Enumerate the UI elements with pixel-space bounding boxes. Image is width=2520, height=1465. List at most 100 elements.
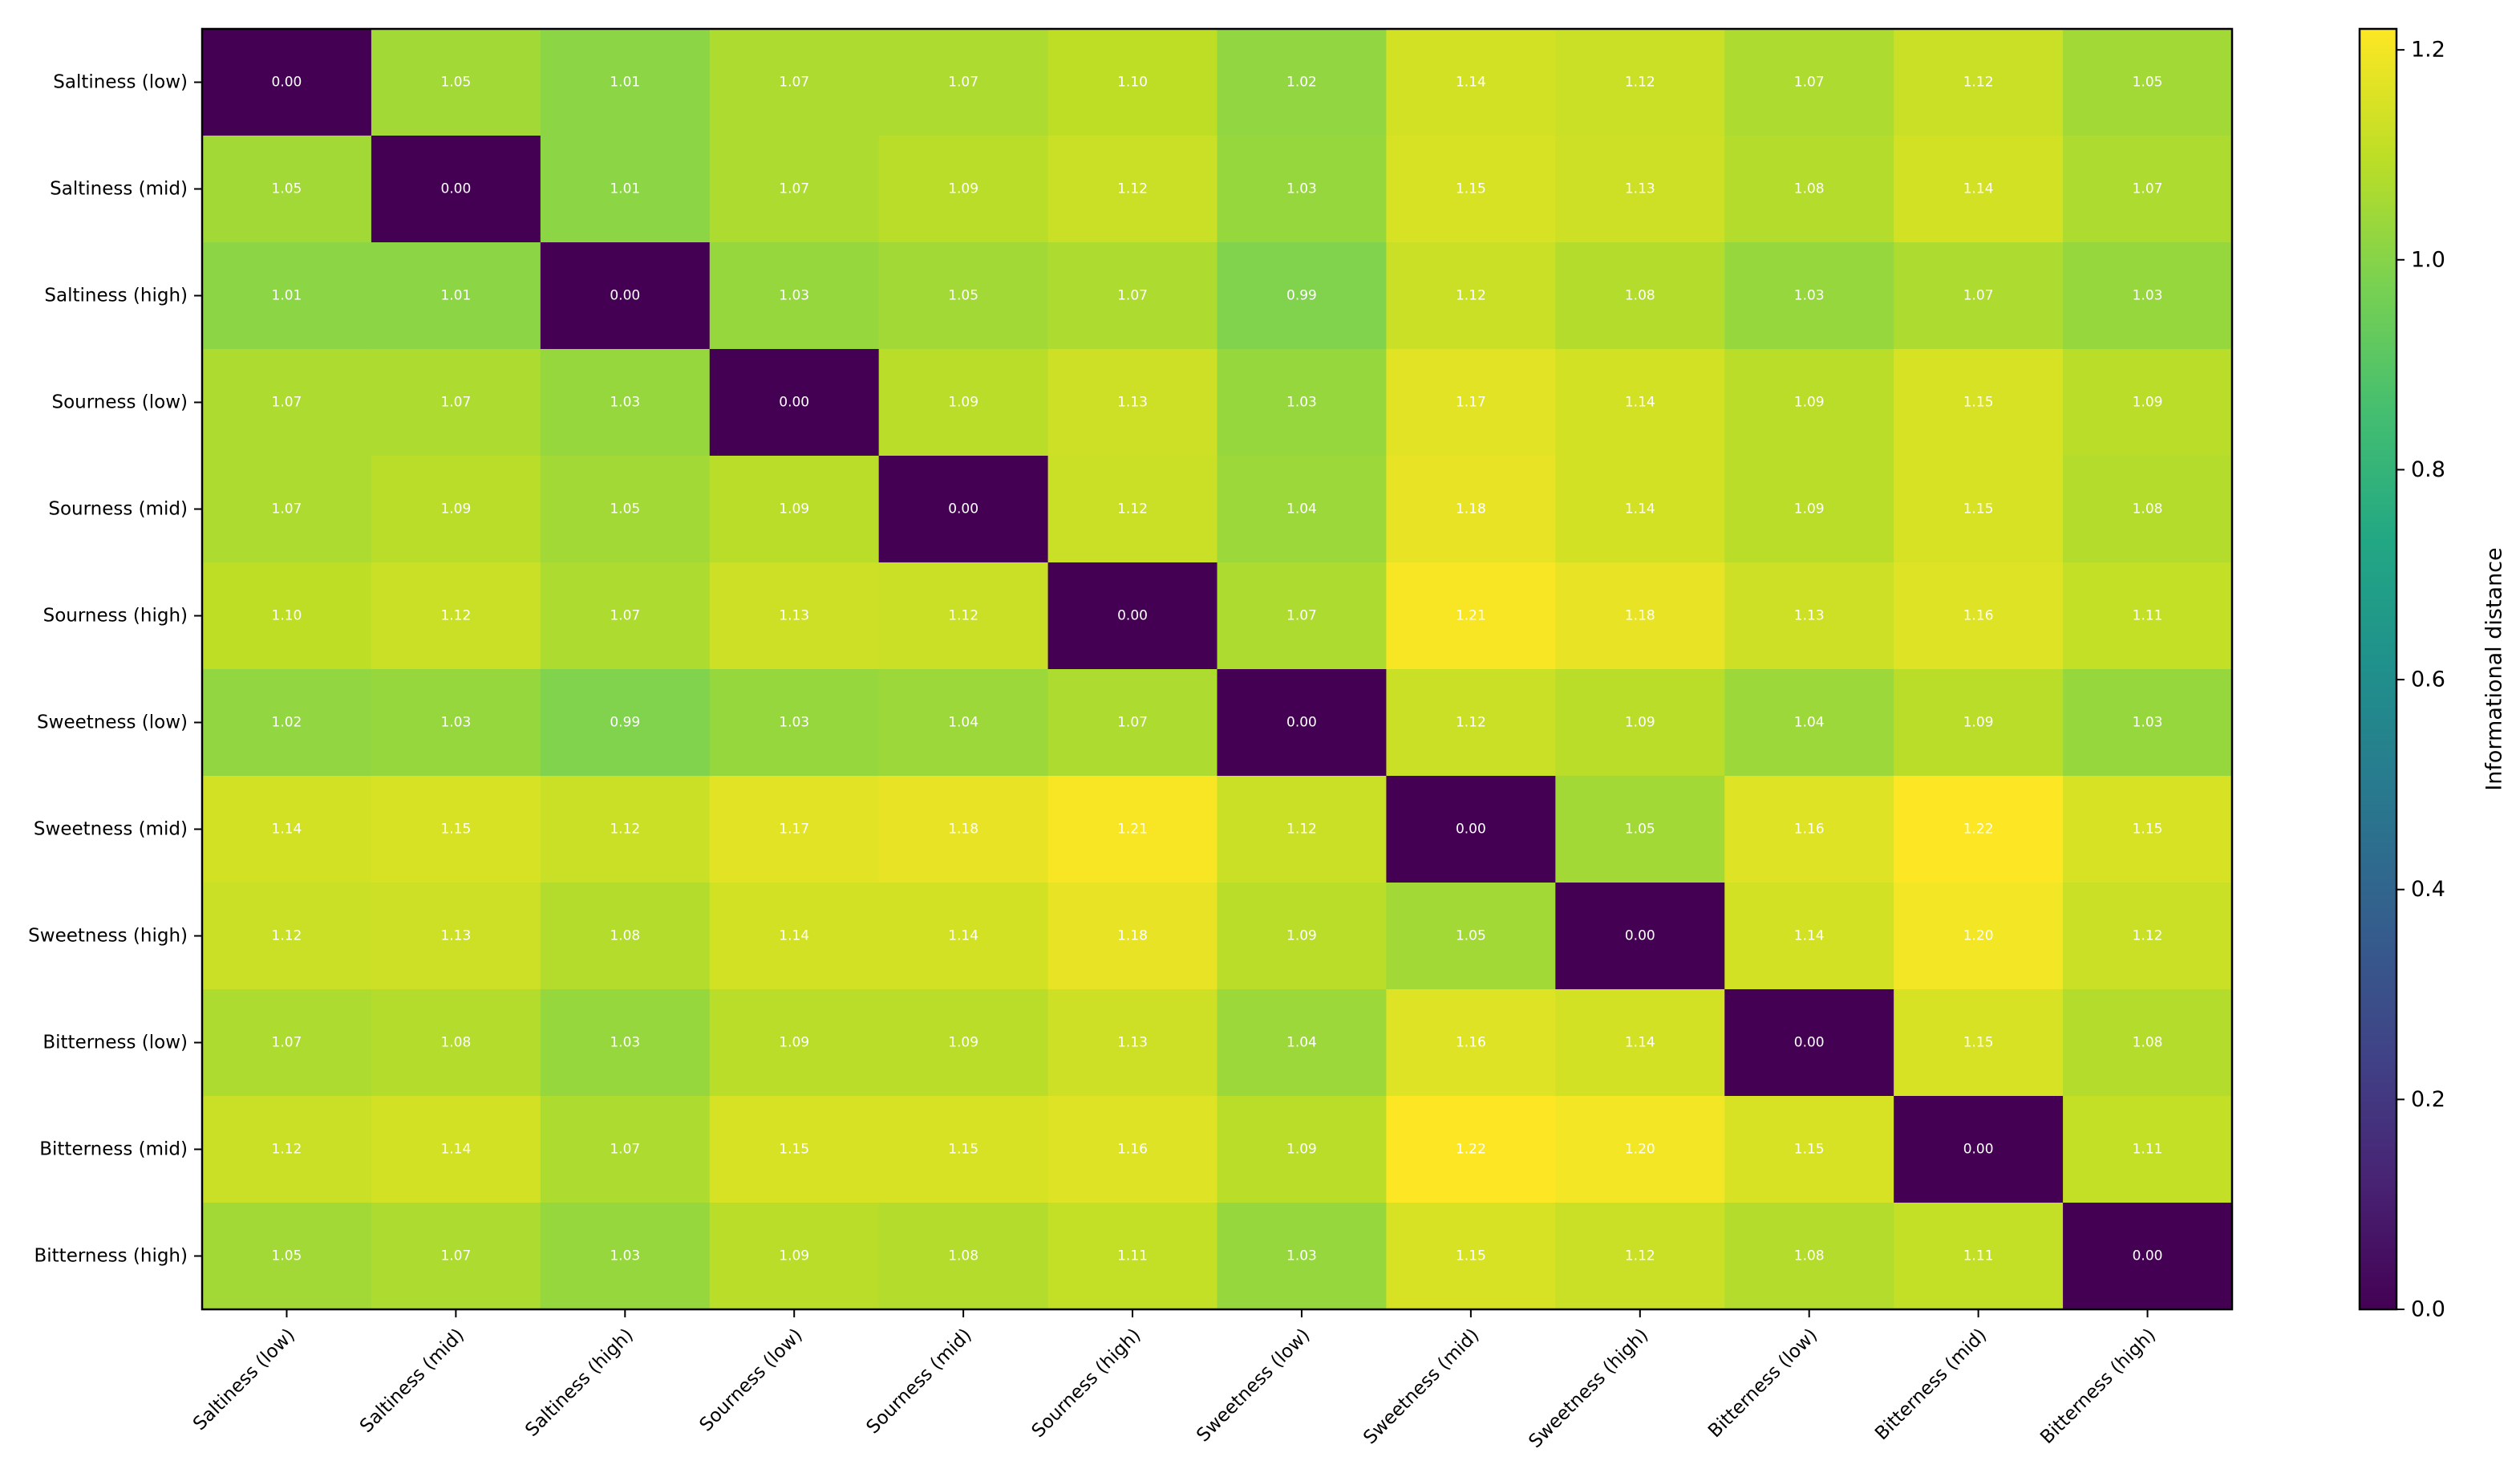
- heatmap-cell: [1555, 562, 1725, 670]
- heatmap-cell: [2063, 242, 2233, 350]
- cell-value-label: 1.12: [1456, 288, 1486, 304]
- x-tick-label: Sourness (mid): [863, 1325, 976, 1438]
- cell-value-label: 1.12: [1286, 822, 1317, 838]
- cell-value-label: 1.07: [2133, 181, 2163, 197]
- cell-value-label: 1.12: [1117, 501, 1148, 517]
- cell-value-label: 1.07: [272, 1035, 302, 1051]
- cell-value-label: 1.09: [948, 1035, 978, 1051]
- heatmap-cell: [1047, 136, 1218, 243]
- cell-value-label: 1.05: [2133, 75, 2163, 91]
- cell-value-label: 1.13: [1794, 608, 1825, 624]
- y-tick-label: Sourness (low): [51, 392, 188, 413]
- heatmap-cell: [1894, 883, 2064, 990]
- cell-value-label: 1.15: [1963, 395, 1994, 411]
- colorbar: 0.0 0.2 0.4 0.6 0.8 1.0 1.2 Informational dist…: [2358, 27, 2507, 1322]
- heatmap-cell: [2063, 456, 2233, 563]
- cell-value-label: 0.00: [1117, 608, 1148, 624]
- cell-value-label: 1.09: [779, 1035, 809, 1051]
- cell-value-label: 0.00: [1456, 822, 1486, 838]
- cell-value-label: 1.12: [272, 928, 302, 944]
- heatmap-cell: [709, 136, 880, 243]
- heatmap-cell: [1047, 1203, 1218, 1310]
- cell-value-label: 1.09: [2133, 395, 2163, 411]
- heatmap-cell: [709, 669, 880, 777]
- heatmap-cell: [1894, 562, 2064, 670]
- heatmap-cell: [371, 989, 541, 1097]
- cell-value-label: 1.12: [1963, 75, 1994, 91]
- heatmap-cell: [540, 1096, 711, 1203]
- cell-value-label: 1.07: [779, 181, 809, 197]
- cell-value-label: 1.14: [272, 822, 302, 838]
- heatmap-cell: [1724, 883, 1894, 990]
- heatmap-cell: [878, 1203, 1049, 1310]
- heatmap-cell: [1386, 1096, 1556, 1203]
- cell-value-label: 1.15: [2133, 822, 2163, 838]
- heatmap-cell: [1386, 883, 1556, 990]
- cell-value-label: 1.09: [948, 181, 978, 197]
- cell-value-label: 1.18: [1117, 928, 1148, 944]
- cell-value-label: 1.14: [779, 928, 809, 944]
- heatmap-cell: [1555, 989, 1725, 1097]
- heatmap-cell: [878, 562, 1049, 670]
- cell-value-label: 1.13: [1117, 395, 1148, 411]
- cell-value-label: 1.03: [2133, 288, 2163, 304]
- heatmap-cell: [2063, 1203, 2233, 1310]
- y-tick-label: Saltiness (high): [44, 286, 188, 306]
- heatmap-cell: [2063, 136, 2233, 243]
- heatmap-cell: [540, 136, 711, 243]
- heatmap-cell: [878, 29, 1049, 136]
- cell-value-label: 0.00: [1286, 715, 1317, 731]
- cell-value-label: 1.10: [1117, 75, 1148, 91]
- cell-value-label: 1.03: [779, 715, 809, 731]
- heatmap-cell: [1217, 136, 1388, 243]
- heatmap-cell: [1894, 1096, 2064, 1203]
- cell-value-label: 1.07: [440, 1248, 471, 1264]
- cell-value-label: 1.05: [1456, 928, 1486, 944]
- cell-value-label: 1.18: [1456, 501, 1486, 517]
- y-tick-label: Sourness (high): [43, 606, 188, 627]
- cell-value-label: 1.10: [272, 608, 302, 624]
- cell-value-label: 1.07: [948, 75, 978, 91]
- heatmap-cell: [1894, 776, 2064, 883]
- heatmap-cell: [1217, 1096, 1388, 1203]
- heatmap-cell: [540, 456, 711, 563]
- y-tick-label: Saltiness (low): [53, 72, 188, 93]
- cell-value-label: 1.08: [948, 1248, 978, 1264]
- heatmap-cell: [1894, 136, 2064, 243]
- heatmap-cell: [371, 669, 541, 777]
- heatmap-cell: [2063, 349, 2233, 457]
- heatmap-cell: [1386, 29, 1556, 136]
- cell-value-label: 1.14: [1456, 75, 1486, 91]
- cell-value-label: 1.01: [440, 288, 471, 304]
- cell-value-label: 1.07: [440, 395, 471, 411]
- heatmap-cell: [202, 349, 372, 457]
- cell-value-label: 1.05: [1625, 822, 1655, 838]
- heatmap-cell: [878, 669, 1049, 777]
- heatmap-cell: [202, 456, 372, 563]
- cell-value-label: 1.09: [1286, 1142, 1317, 1158]
- cell-value-label: 1.08: [2133, 501, 2163, 517]
- heatmap-cell: [1724, 136, 1894, 243]
- cell-value-label: 1.09: [779, 1248, 809, 1264]
- heatmap-cell: [540, 776, 711, 883]
- colorbar-tick-label: 0.8: [2411, 457, 2445, 482]
- cell-value-label: 1.03: [1794, 288, 1825, 304]
- cell-value-label: 0.00: [1625, 928, 1655, 944]
- cell-value-label: 1.22: [1963, 822, 1994, 838]
- heatmap-cell: [202, 883, 372, 990]
- heatmap-cell: [2063, 669, 2233, 777]
- heatmap-cell: [202, 136, 372, 243]
- heatmap-cell: [1894, 242, 2064, 350]
- cell-value-label: 1.01: [610, 75, 640, 91]
- heatmap-cell: [1894, 349, 2064, 457]
- heatmap-cell: [878, 349, 1049, 457]
- heatmap-cell: [1894, 989, 2064, 1097]
- heatmap-cell: [878, 242, 1049, 350]
- heatmap-cell: [709, 883, 880, 990]
- y-tick-label: Bitterness (high): [34, 1246, 188, 1267]
- cell-value-label: 1.08: [610, 928, 640, 944]
- heatmap-cell: [2063, 776, 2233, 883]
- cell-value-label: 1.20: [1625, 1142, 1655, 1158]
- heatmap-cell: [1217, 242, 1388, 350]
- heatmap-cell: [1724, 349, 1894, 457]
